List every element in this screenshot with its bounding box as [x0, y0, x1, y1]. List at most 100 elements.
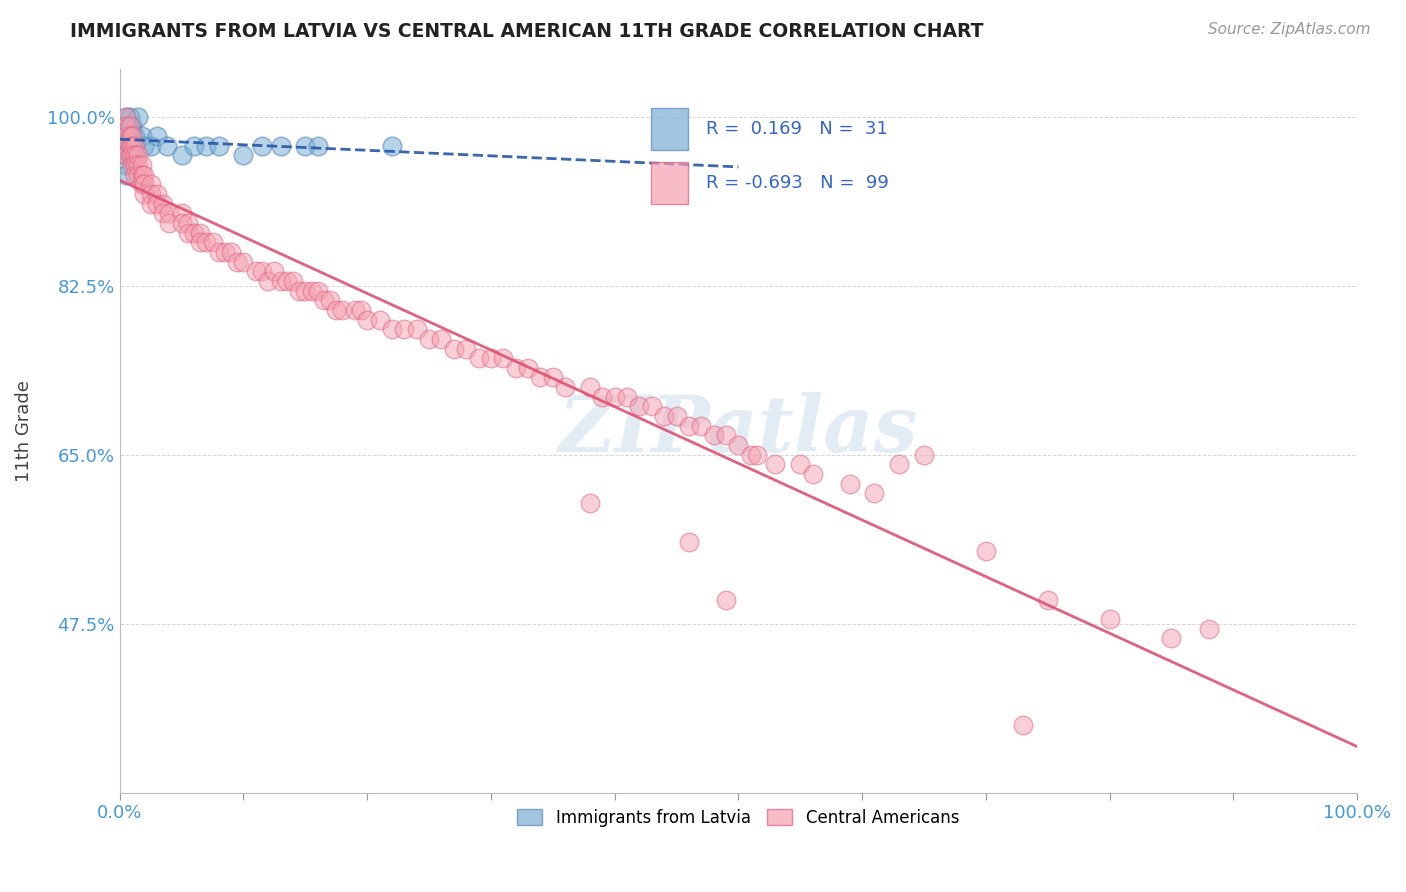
Point: [350, 302, 373, 317]
Point: [703, 428, 725, 442]
Point: [456, 342, 478, 356]
Point: [208, 138, 231, 153]
Point: [127, 158, 149, 172]
Point: [115, 138, 138, 153]
Point: [146, 187, 169, 202]
Point: [124, 129, 146, 144]
Point: [118, 129, 141, 144]
Point: [974, 544, 997, 558]
Point: [912, 448, 935, 462]
Point: [118, 120, 141, 134]
Point: [115, 120, 138, 134]
Point: [226, 254, 249, 268]
Point: [270, 138, 292, 153]
Point: [183, 138, 205, 153]
Point: [250, 264, 273, 278]
Point: [325, 302, 347, 317]
Point: [115, 148, 138, 162]
Point: [208, 244, 231, 259]
Point: [368, 312, 391, 326]
Point: [131, 178, 153, 192]
Point: [124, 168, 146, 182]
Point: [665, 409, 688, 423]
Point: [801, 467, 824, 481]
Point: [1098, 612, 1121, 626]
Point: [863, 486, 886, 500]
Point: [177, 216, 200, 230]
Point: [232, 148, 254, 162]
Point: [517, 360, 540, 375]
Point: [124, 138, 146, 153]
Point: [115, 158, 138, 172]
Point: [170, 148, 193, 162]
Point: [245, 264, 267, 278]
Point: [418, 332, 440, 346]
Point: [121, 138, 143, 153]
Text: Source: ZipAtlas.com: Source: ZipAtlas.com: [1208, 22, 1371, 37]
Point: [152, 206, 174, 220]
Point: [118, 129, 141, 144]
Point: [740, 448, 762, 462]
Point: [115, 110, 138, 124]
Point: [214, 244, 236, 259]
Point: [394, 322, 416, 336]
Point: [139, 187, 162, 202]
Point: [118, 148, 141, 162]
Point: [641, 400, 664, 414]
Point: [115, 129, 138, 144]
Point: [541, 370, 564, 384]
Point: [616, 390, 638, 404]
Point: [492, 351, 515, 366]
Point: [714, 428, 737, 442]
Point: [157, 206, 180, 220]
Point: [281, 274, 304, 288]
Point: [131, 129, 153, 144]
Point: [505, 360, 527, 375]
Point: [652, 409, 675, 423]
Point: [115, 148, 138, 162]
Point: [121, 129, 143, 144]
Point: [121, 120, 143, 134]
Point: [603, 390, 626, 404]
Point: [152, 196, 174, 211]
Legend: Immigrants from Latvia, Central Americans: Immigrants from Latvia, Central American…: [509, 800, 967, 835]
Point: [183, 226, 205, 240]
Text: ZIPatlas: ZIPatlas: [558, 392, 918, 469]
Point: [714, 592, 737, 607]
Point: [121, 129, 143, 144]
Point: [157, 216, 180, 230]
Point: [678, 534, 700, 549]
Point: [1198, 622, 1220, 636]
Point: [1160, 631, 1182, 645]
Point: [121, 148, 143, 162]
Point: [121, 158, 143, 172]
Y-axis label: 11th Grade: 11th Grade: [15, 380, 32, 482]
Point: [170, 206, 193, 220]
Point: [678, 418, 700, 433]
Point: [201, 235, 224, 250]
Point: [127, 168, 149, 182]
Point: [121, 138, 143, 153]
Point: [727, 438, 749, 452]
Point: [1036, 592, 1059, 607]
Point: [124, 148, 146, 162]
Point: [156, 138, 179, 153]
Point: [294, 284, 316, 298]
Point: [188, 226, 211, 240]
Point: [250, 138, 273, 153]
Point: [789, 458, 811, 472]
Point: [745, 448, 768, 462]
Point: [479, 351, 502, 366]
Point: [195, 138, 218, 153]
Point: [276, 274, 298, 288]
Point: [127, 110, 149, 124]
Point: [131, 168, 153, 182]
Point: [139, 138, 162, 153]
Point: [134, 187, 156, 202]
Point: [188, 235, 211, 250]
Point: [195, 235, 218, 250]
Point: [115, 120, 138, 134]
Point: [232, 254, 254, 268]
Point: [118, 138, 141, 153]
Point: [405, 322, 427, 336]
